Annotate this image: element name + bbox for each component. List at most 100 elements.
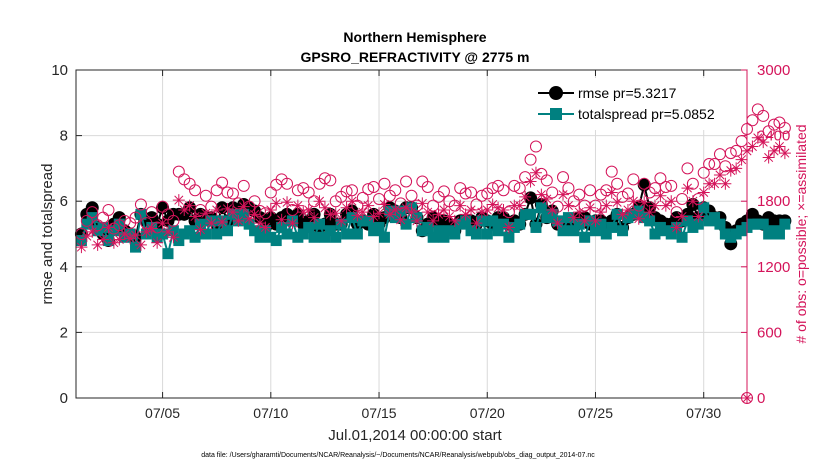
assimilated-obs-point (329, 207, 342, 220)
assimilated-obs-point (497, 203, 510, 216)
possible-obs-point (611, 177, 624, 190)
assimilated-obs-point (627, 195, 640, 208)
possible-obs-point (281, 177, 294, 190)
possible-obs-point (97, 211, 110, 224)
possible-obs-point (697, 166, 710, 179)
assimilated-obs-point (654, 189, 667, 202)
assimilated-obs-point (557, 188, 570, 201)
assimilated-obs-point (248, 208, 261, 221)
assimilated-obs-point (183, 199, 196, 212)
possible-obs-point (134, 198, 147, 211)
totalspread-point (476, 215, 488, 227)
totalspread-point (600, 228, 612, 240)
assimilated-obs-point (589, 214, 602, 227)
assimilated-obs-point (205, 217, 218, 230)
assimilated-obs-point (318, 201, 331, 214)
assimilated-obs-point (708, 177, 721, 190)
totalspread-point (676, 231, 688, 243)
totalspread-point (373, 221, 385, 233)
assimilated-obs-point (253, 217, 266, 230)
assimilated-obs-point (156, 217, 169, 230)
possible-obs-point (189, 184, 202, 197)
x-tick-label: 07/05 (145, 405, 180, 421)
totalspread-point (709, 212, 721, 224)
x-tick-label: 07/30 (686, 405, 721, 421)
y-right-tick-label: 3000 (757, 62, 790, 79)
chart-title: Northern Hemisphere (343, 29, 486, 45)
y-right-tick-label: 600 (757, 324, 782, 341)
totalspread-point (281, 228, 293, 240)
totalspread-point (249, 225, 261, 237)
assimilated-obs-point (719, 177, 732, 190)
possible-obs-point (638, 177, 651, 190)
totalspread-point (665, 228, 677, 240)
totalspread-point (503, 231, 515, 243)
assimilated-obs-point (151, 236, 164, 249)
totalspread-point (324, 225, 336, 237)
totalspread-point (773, 228, 785, 240)
data-file-footnote: data file: /Users/gharamti/Documents/NCA… (201, 452, 595, 459)
totalspread-point (692, 218, 704, 230)
assimilated-obs-point (297, 206, 310, 219)
totalspread-point (535, 202, 547, 214)
possible-obs-point (659, 180, 672, 193)
assimilated-obs-point (643, 206, 656, 219)
assimilated-obs-point (535, 188, 548, 201)
totalspread-point (276, 221, 288, 233)
totalspread-point (779, 218, 791, 230)
totalspread-point (270, 235, 282, 247)
possible-obs-point (529, 140, 542, 153)
possible-obs-point (746, 114, 759, 127)
assimilated-obs-point (210, 203, 223, 216)
possible-obs-point (557, 171, 570, 184)
assimilated-obs-point (524, 175, 537, 188)
y-right-tick-label: 1200 (757, 259, 790, 276)
possible-obs-point (205, 200, 218, 213)
totalspread-point (297, 228, 309, 240)
y-tick-label: 6 (60, 193, 68, 210)
assimilated-obs-point (594, 206, 607, 219)
possible-obs-point (318, 172, 331, 185)
assimilated-obs-point (270, 197, 283, 210)
possible-obs-point (324, 174, 337, 187)
y-right-axis-label: # of obs: o=possible; ×=assimilated (793, 124, 809, 343)
totalspread-point (589, 225, 601, 237)
assimilated-obs-point (199, 207, 212, 220)
legend-totalspread-label: totalspread pr=5.0852 (578, 106, 715, 122)
possible-obs-point (562, 182, 575, 195)
assimilated-obs-point (367, 210, 380, 223)
possible-obs-point (735, 135, 748, 148)
possible-obs-point (167, 214, 180, 227)
totalspread-point (395, 205, 407, 217)
totalspread-point (157, 228, 169, 240)
assimilated-obs-point (551, 217, 564, 230)
assimilated-obs-point (189, 210, 202, 223)
possible-obs-point (216, 176, 229, 189)
assimilated-obs-point (567, 211, 580, 224)
possible-obs-point (713, 148, 726, 161)
assimilated-obs-point (378, 198, 391, 211)
assimilated-obs-point (259, 221, 272, 234)
totalspread-point (81, 218, 93, 230)
possible-obs-point (751, 103, 764, 116)
totalspread-point (319, 231, 331, 243)
totalspread-point (108, 225, 120, 237)
assimilated-obs-point (762, 151, 775, 164)
assimilated-obs-point (226, 206, 239, 219)
series-assimilated (75, 131, 791, 254)
y-tick-label: 8 (60, 128, 68, 145)
possible-obs-point (508, 179, 521, 192)
totalspread-point (238, 208, 250, 220)
possible-obs-point (621, 187, 634, 200)
totalspread-point (714, 218, 726, 230)
possible-obs-point (524, 153, 537, 166)
assimilated-obs-point (735, 153, 748, 166)
assimilated-obs-point (405, 206, 418, 219)
assimilated-obs-point (421, 206, 434, 219)
totalspread-point (135, 208, 147, 220)
totalspread-point (644, 215, 656, 227)
possible-obs-point (427, 199, 440, 212)
assimilated-obs-point (416, 197, 429, 210)
assimilated-obs-point (75, 241, 88, 254)
